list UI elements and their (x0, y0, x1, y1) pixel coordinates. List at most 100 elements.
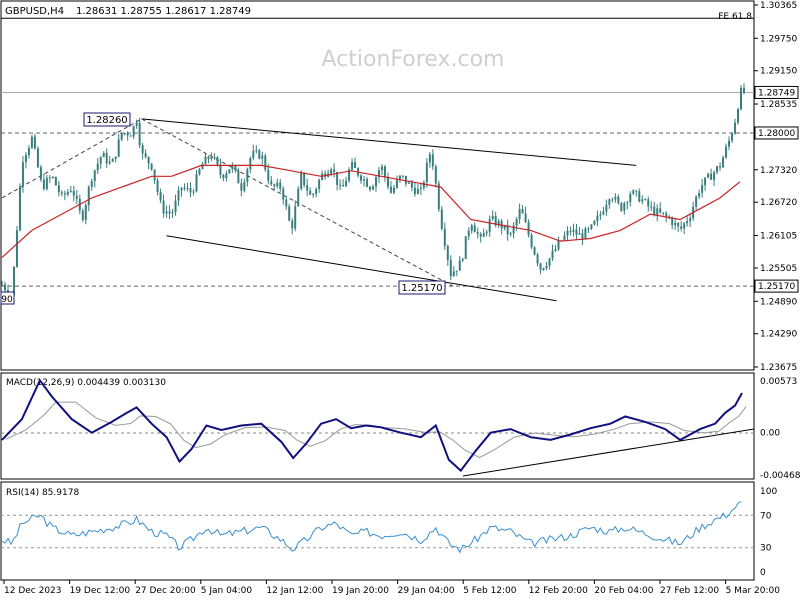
candle-body (593, 220, 596, 225)
rsi-tick-label: 0 (760, 568, 766, 578)
candle-body (737, 109, 740, 123)
high-annotation: 1.28260 (83, 112, 131, 127)
candle-body (515, 218, 518, 226)
candle-body (431, 154, 434, 167)
candle-body (398, 175, 401, 181)
candle-body (740, 87, 743, 110)
candle-body (401, 175, 404, 177)
candle-body (294, 206, 297, 229)
candle-body (626, 202, 629, 204)
candle-body (434, 166, 437, 184)
candle-body (716, 166, 719, 173)
price-axis: 1.303651.297501.291501.285351.279351.273… (754, 1, 797, 373)
price-tick-label: 1.26720 (760, 198, 797, 208)
candle-body (572, 229, 575, 232)
candle-body (63, 193, 66, 195)
time-tick-label: 5 Feb 12:00 (463, 586, 517, 596)
candle-body (255, 150, 258, 152)
macd-line (1, 378, 743, 473)
candle-body (623, 203, 626, 211)
candle-body (264, 155, 267, 170)
candle-body (339, 184, 342, 186)
time-tick-label: 29 Jan 04:00 (398, 586, 455, 596)
macd-label: MACD(12,26,9) 0.004439 0.003130 (6, 378, 166, 388)
candle-body (321, 173, 324, 180)
candle-body (725, 146, 728, 158)
low-annotation-text: 1.25170 (401, 283, 442, 294)
price-label-text: 1.28000 (758, 129, 795, 139)
candle-body (425, 162, 428, 183)
moving-average-line (1, 164, 741, 258)
candle-body (473, 225, 476, 233)
candle-body (437, 183, 440, 210)
candle-body (695, 196, 698, 207)
candle-body (620, 202, 623, 211)
candle-body (282, 188, 285, 200)
trendline (141, 118, 637, 166)
candle-body (351, 162, 354, 170)
candle-body (30, 136, 33, 148)
candle-body (698, 192, 701, 197)
candle-body (84, 205, 87, 220)
candle-body (3, 284, 6, 291)
candle-body (93, 170, 96, 182)
candle-body (366, 179, 369, 187)
candle-body (198, 169, 201, 175)
candle-body (503, 224, 506, 229)
macd-tick-label: 0.00573 (760, 377, 797, 387)
candle-body (228, 169, 231, 174)
candle-body (653, 206, 656, 215)
fe-label: FE 61.8 (718, 12, 752, 22)
price-label-box (754, 85, 799, 99)
price-tick-label: 1.28535 (760, 100, 797, 110)
candle-body (422, 182, 425, 188)
price-label-box (754, 126, 799, 140)
candle-body (129, 135, 132, 137)
candle-body (165, 211, 168, 214)
candle-body (144, 153, 147, 157)
candle-body (111, 158, 114, 162)
candle-body (719, 166, 722, 168)
candle-body (315, 188, 318, 194)
candle-body (189, 187, 192, 193)
candle-body (632, 190, 635, 194)
candle-body (66, 191, 69, 195)
candle-body (135, 122, 138, 127)
candle-body (186, 187, 189, 189)
candle-body (1, 284, 3, 286)
candle-body (641, 199, 644, 202)
candle-body (291, 220, 294, 229)
candle-body (374, 177, 377, 187)
candle-body (731, 133, 734, 141)
candle-body (195, 174, 198, 192)
rsi-label: RSI(14) 85.9178 (6, 488, 79, 498)
candle-body (159, 191, 162, 201)
candle-body (452, 271, 455, 277)
time-tick-label: 19 Dec 12:00 (70, 586, 131, 596)
time-tick-label: 27 Feb 12:00 (660, 586, 719, 596)
candle-body (306, 185, 309, 191)
candle-body (219, 164, 222, 175)
candle-body (153, 169, 156, 181)
candle-body (707, 173, 710, 178)
candle-body (527, 222, 530, 235)
candle-body (413, 187, 416, 194)
candle-body (276, 182, 279, 187)
candle-body (455, 270, 458, 272)
candle-body (590, 224, 593, 229)
candle-body (557, 240, 560, 250)
candle-body (458, 260, 461, 271)
candle-body (584, 228, 587, 239)
price-label-text: 1.28749 (758, 88, 795, 98)
price-tick-label: 1.27320 (760, 166, 797, 176)
candle-body (120, 133, 123, 140)
candle-body (539, 263, 542, 270)
macd-axis: 0.00573 0.00 -0.004685 (760, 377, 800, 481)
candle-body (383, 166, 386, 177)
candle-body (509, 233, 512, 235)
time-tick-label: 27 Dec 20:00 (135, 586, 196, 596)
price-tick-label: 1.29750 (760, 34, 797, 44)
time-tick-label: 5 Jan 04:00 (201, 586, 253, 596)
candle-body (563, 235, 566, 241)
